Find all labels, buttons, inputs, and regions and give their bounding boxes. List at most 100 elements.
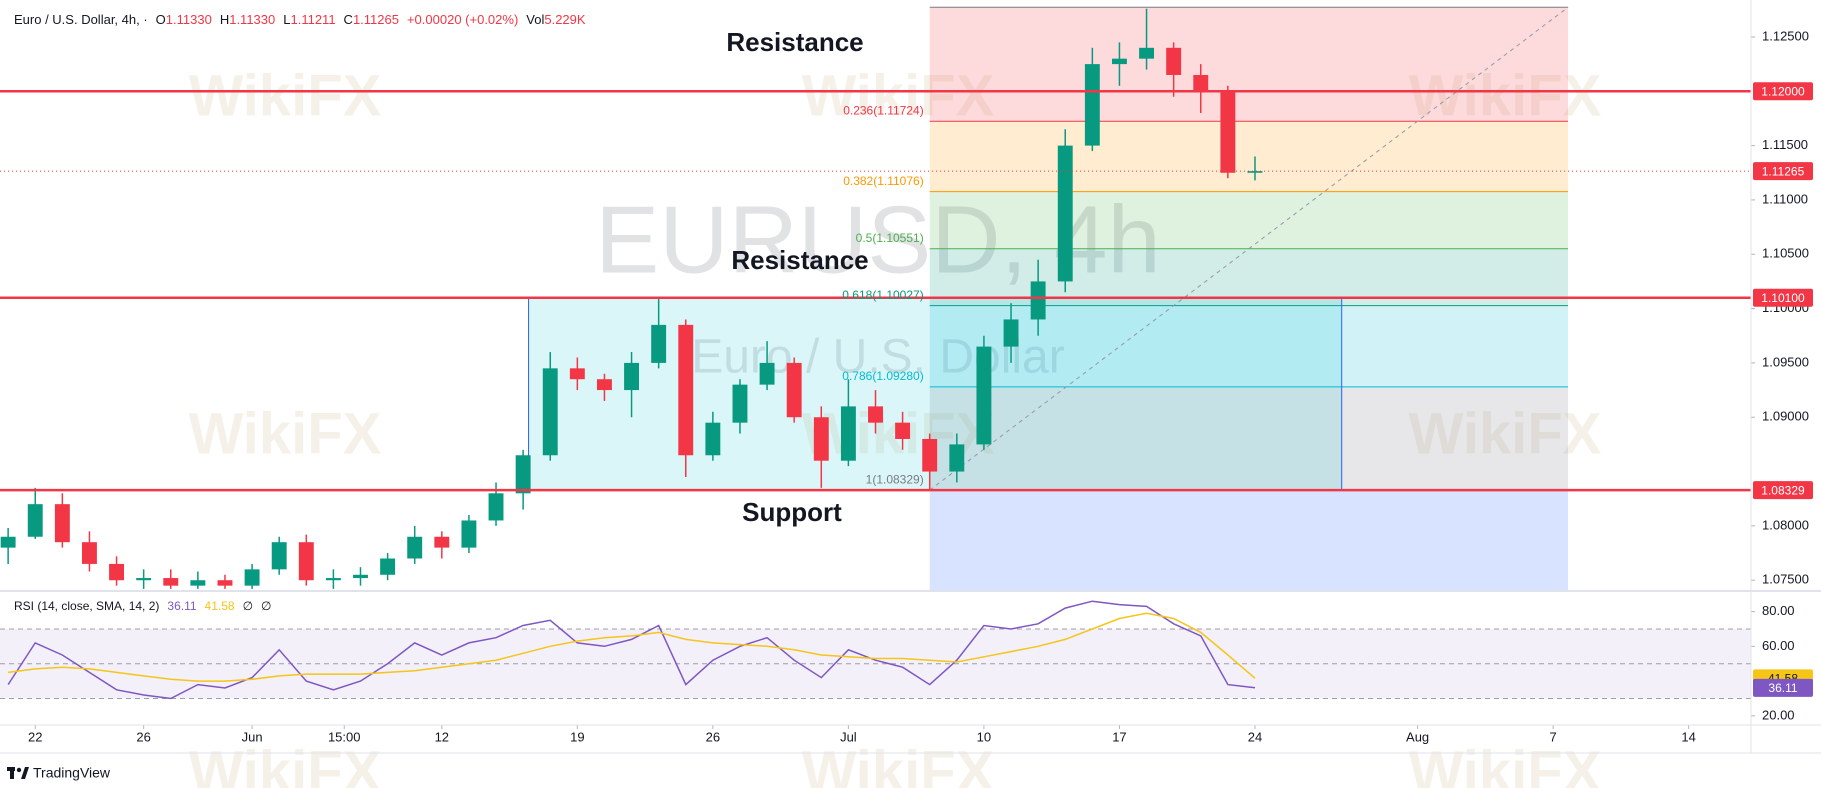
candle-body [163,578,179,586]
annotation: Resistance [731,245,868,275]
candle-body [922,438,938,472]
watermark: WikiFX [189,63,382,128]
candle-body [109,563,125,581]
x-tick-label: 14 [1681,729,1695,744]
data-layer [0,8,1751,700]
candle-body [244,569,260,586]
y-tick-label: 20.00 [1762,707,1795,722]
candle-body [732,384,748,423]
x-tick-label: 19 [570,729,584,744]
logo-part [10,767,14,779]
watermark: WikiFX [1409,401,1602,466]
candle-body [705,422,721,456]
candle-body [976,346,992,445]
price-badge [1753,678,1813,697]
candle-body [271,542,287,570]
fib-label: 0.382(1.11076) [843,174,924,188]
legend-header: Euro / U.S. Dollar, 4h, · O1.11330 H1.1133… [14,12,586,27]
y-tick-label: 1.07500 [1762,572,1809,587]
candle-body [136,578,152,581]
ohlc-key: H [220,12,229,27]
fib-label: 0.618(1.10027) [842,288,923,302]
y-tick-label: 1.11500 [1762,137,1808,152]
logo-part [21,767,29,779]
change: +0.00020 (+0.02%) [407,12,518,27]
rsi-na: ∅ [261,599,271,613]
annotation: Support [742,497,842,527]
rsi-value: 36.11 [167,599,196,613]
candle-body [1057,145,1073,282]
label-layer: Euro / U.S. Dollar, 4h, · O1.11330 H1.1133… [14,12,1813,744]
candle-body [949,444,965,472]
trend-line [929,6,1569,491]
price-badge-label: 1.12000 [1761,84,1805,98]
fib-label: 0.786(1.09280) [842,369,923,383]
candle-body [624,362,640,391]
candle-body [434,536,450,548]
candle-body [1139,47,1155,59]
candle-body [759,362,775,385]
candle-body [217,580,233,586]
watermark-layer: WikiFX WikiFX WikiFX WikiFX WikiFX WikiFX Wiki… [189,63,1602,788]
candle-body [569,368,585,380]
x-tick-label: 10 [977,729,991,744]
ohlc-value: 1.11330 [166,12,212,27]
candle-body [380,558,396,575]
x-tick-label: 7 [1550,729,1557,744]
ohlc-key: C [344,12,353,27]
fib-zone [929,490,1569,590]
y-tick-label: 1.09500 [1762,354,1809,369]
y-tick-label: 1.10500 [1762,246,1809,261]
price-badge-label: 36.11 [1768,681,1797,695]
fib-label: 0.236(1.11724) [843,103,924,117]
candle-body [1220,91,1236,173]
annotation: Resistance [726,27,863,57]
candle-body [813,417,829,461]
candle-body [678,324,694,456]
ohlc-value: 1.11330 [229,12,275,27]
rsi-legend: RSI (14, close, SMA, 14, 2) 36.11 41.58 ∅ ∅ [14,599,271,613]
fib-zone [929,191,1569,249]
watermark: WikiFX [189,401,382,466]
candle-body [895,422,911,439]
candle-body [298,542,314,581]
candle-body [1166,47,1182,75]
candle-body [353,574,368,579]
ohlc-value: 1.11265 [353,12,399,27]
ohlc-value: 1.11211 [290,12,335,27]
fib-zone [929,121,1569,192]
x-tick-label: 12 [435,729,449,744]
candle-body [461,520,477,548]
ohlc-key: O [156,12,166,27]
fib-zone [929,7,1569,122]
volume-key: Vol [526,12,544,27]
candle-body [1247,171,1263,173]
volume-value: 5.229K [544,12,586,27]
candle-body [27,504,43,537]
fib-zone [929,386,1569,491]
x-tick-label: Jun [242,729,263,744]
y-tick-label: 80.00 [1762,603,1795,618]
symbol: Euro / U.S. Dollar, 4h, · [14,12,148,27]
candle-body [488,493,504,521]
candle-body [840,406,856,461]
candle-body [651,324,667,363]
candle-body [515,455,531,494]
watermark: WikiFX [802,739,995,788]
candle-body [596,379,612,391]
watermark: WikiFX [1409,63,1602,128]
price-badge-label: 1.10100 [1761,291,1805,305]
x-tick-label: 26 [706,729,720,744]
candle-body [1003,319,1019,347]
candle-body [1084,64,1100,146]
x-tick-label: Jul [840,729,857,744]
brand-name: TradingView [33,765,111,781]
candle-body [868,406,883,423]
candle-body [786,362,802,418]
rsi-na: ∅ [243,599,253,613]
y-tick-label: 1.09000 [1762,409,1809,424]
price-badge [1753,288,1813,307]
candle-body [407,536,423,559]
